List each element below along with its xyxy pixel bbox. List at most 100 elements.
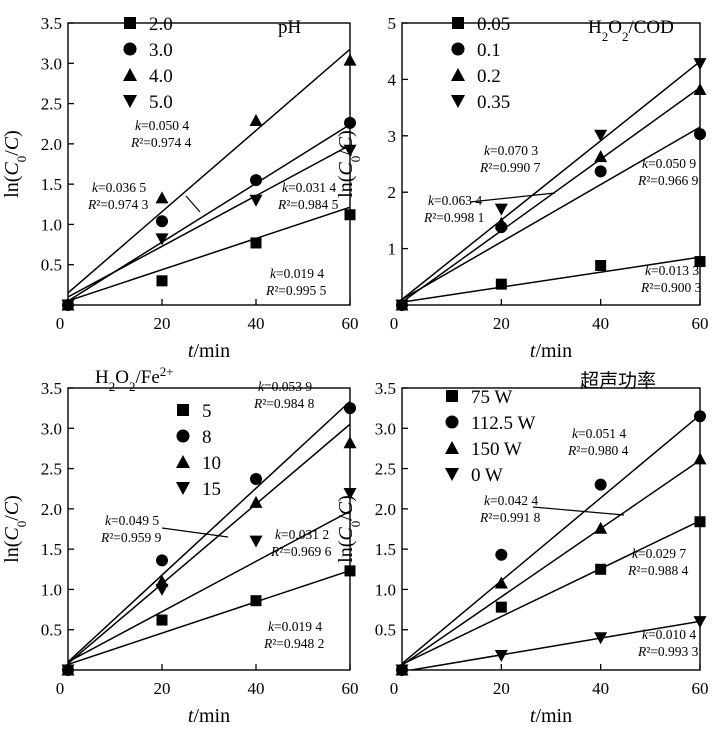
y-tick-label: 3.0 — [375, 419, 396, 438]
y-tick-label: 1.5 — [41, 540, 62, 559]
data-point-0.35 — [594, 129, 608, 142]
rate-constant-label: k=0.019 4 — [270, 266, 324, 281]
r-squared-label: R²=0.959 9 — [100, 530, 162, 545]
r-squared-label: R²=0.980 4 — [567, 443, 629, 458]
x-tick-label: 20 — [493, 314, 510, 333]
data-point-0.2 — [594, 150, 608, 163]
data-point-0.35 — [395, 299, 409, 312]
y-tick-label: 2.5 — [41, 460, 62, 479]
legend-label: 0 W — [471, 465, 503, 486]
fit-line-15 — [68, 510, 350, 663]
data-point-0.05 — [495, 278, 507, 290]
data-point-2.0 — [344, 209, 356, 221]
y-tick-label: 1.0 — [375, 580, 396, 599]
data-point-8 — [344, 402, 356, 415]
r-squared-label: R²=0.974 3 — [87, 197, 149, 212]
x-tick-label: 20 — [154, 314, 171, 333]
r-squared-label: R²=0.998 1 — [423, 210, 484, 225]
y-tick-label: 3.5 — [375, 379, 396, 398]
fit-lines — [68, 48, 350, 302]
data-point-75W — [495, 601, 507, 613]
data-point-3.0 — [250, 174, 262, 187]
legend-marker-75W — [446, 390, 458, 402]
rate-constant-label: k=0.031 2 — [275, 527, 329, 542]
r-squared-label: R²=0.900 3 — [640, 280, 702, 295]
fit-line-5.0 — [68, 144, 350, 298]
y-tick-label: 2.5 — [41, 95, 62, 114]
y-tick-label: 3.5 — [41, 379, 62, 398]
legend-label: 0.1 — [477, 40, 501, 61]
legend-label: 5 — [202, 401, 212, 422]
data-point-8 — [250, 473, 262, 486]
x-tick-label: 20 — [154, 679, 171, 698]
legend-label: 4.0 — [149, 66, 173, 87]
legend-marker-10 — [176, 455, 190, 468]
annotation-leader-line — [161, 527, 229, 538]
data-point-0W — [494, 649, 508, 662]
data-point-5 — [250, 595, 262, 607]
legend-marker-0W — [445, 468, 459, 481]
legend-label: 150 W — [471, 439, 522, 460]
y-axis-title: ln(C0/C) — [1, 130, 29, 198]
data-point-75W — [694, 516, 706, 528]
r-squared-label: R²=0.990 7 — [479, 160, 541, 175]
r-squared-label: R²=0.984 8 — [253, 396, 315, 411]
plot-frame — [401, 22, 701, 306]
fit-line-75W — [402, 520, 700, 666]
panel-title: pH — [278, 17, 302, 38]
legend-label: 15 — [202, 479, 221, 500]
r-squared-label: R²=0.984 5 — [277, 197, 339, 212]
data-point-8 — [156, 554, 168, 567]
legend-marker-0.1 — [451, 42, 465, 56]
legend-label: 112.5 W — [471, 413, 535, 434]
fit-line-112.5W — [402, 414, 700, 665]
data-point-0W — [395, 664, 409, 677]
data-point-0.1 — [694, 128, 706, 141]
y-tick-label: 1.5 — [375, 540, 396, 559]
legend-marker-150W — [445, 441, 459, 454]
data-point-0W — [594, 632, 608, 645]
fit-line-0.2 — [402, 87, 700, 303]
rate-constant-label: k=0.010 4 — [642, 627, 696, 642]
data-point-0.35 — [494, 203, 508, 216]
legend-label: 75 W — [471, 387, 512, 408]
data-point-0.05 — [595, 260, 607, 272]
rate-constant-label: k=0.029 7 — [632, 546, 686, 561]
y-tick-label: 1.5 — [41, 175, 62, 194]
data-point-4.0 — [343, 53, 357, 66]
data-point-4.0 — [155, 191, 169, 204]
y-tick-label: 5 — [388, 14, 397, 33]
legend-label: 8 — [202, 427, 212, 448]
data-point-112.5W — [594, 478, 607, 491]
y-tick-label: 0.5 — [41, 621, 62, 640]
panel-title: 超声功率 — [580, 370, 656, 392]
legend-marker-15 — [176, 482, 190, 495]
y-tick-label: 2.0 — [41, 135, 62, 154]
data-point-112.5W — [495, 548, 508, 561]
x-tick-label: 40 — [248, 679, 265, 698]
rate-constant-label: k=0.070 3 — [484, 143, 538, 158]
r-squared-label: R²=0.991 8 — [479, 510, 541, 525]
fit-line-0W — [407, 620, 700, 670]
fit-line-10 — [68, 423, 350, 665]
data-point-5.0 — [343, 144, 357, 157]
data-point-150W — [693, 452, 707, 465]
data-point-5.0 — [249, 194, 263, 207]
r-squared-label: R²=0.988 4 — [627, 563, 689, 578]
legend-label: 0.35 — [477, 92, 510, 113]
x-tick-label: 40 — [592, 679, 609, 698]
x-axis-title: t/min — [188, 340, 230, 362]
x-tick-label: 60 — [692, 679, 709, 698]
panel-title: H2O2/Fe2+ — [95, 364, 174, 394]
legend-marker-2.0 — [124, 17, 136, 29]
r-squared-label: R²=0.993 3 — [637, 644, 699, 659]
rate-constant-label: k=0.013 3 — [645, 263, 699, 278]
y-tick-label: 2.0 — [375, 500, 396, 519]
fit-lines — [402, 414, 700, 670]
chart-panel-2: 1 2 3 4 5 0 20 40 60 t/min ln(C0/C) H2O2/COD 0.05 0.1… — [335, 14, 709, 362]
y-tick-label: 3.0 — [41, 419, 62, 438]
y-axis-title: ln(C0/C) — [335, 130, 363, 198]
x-tick-label: 60 — [342, 314, 359, 333]
y-tick-label: 1.0 — [41, 215, 62, 234]
